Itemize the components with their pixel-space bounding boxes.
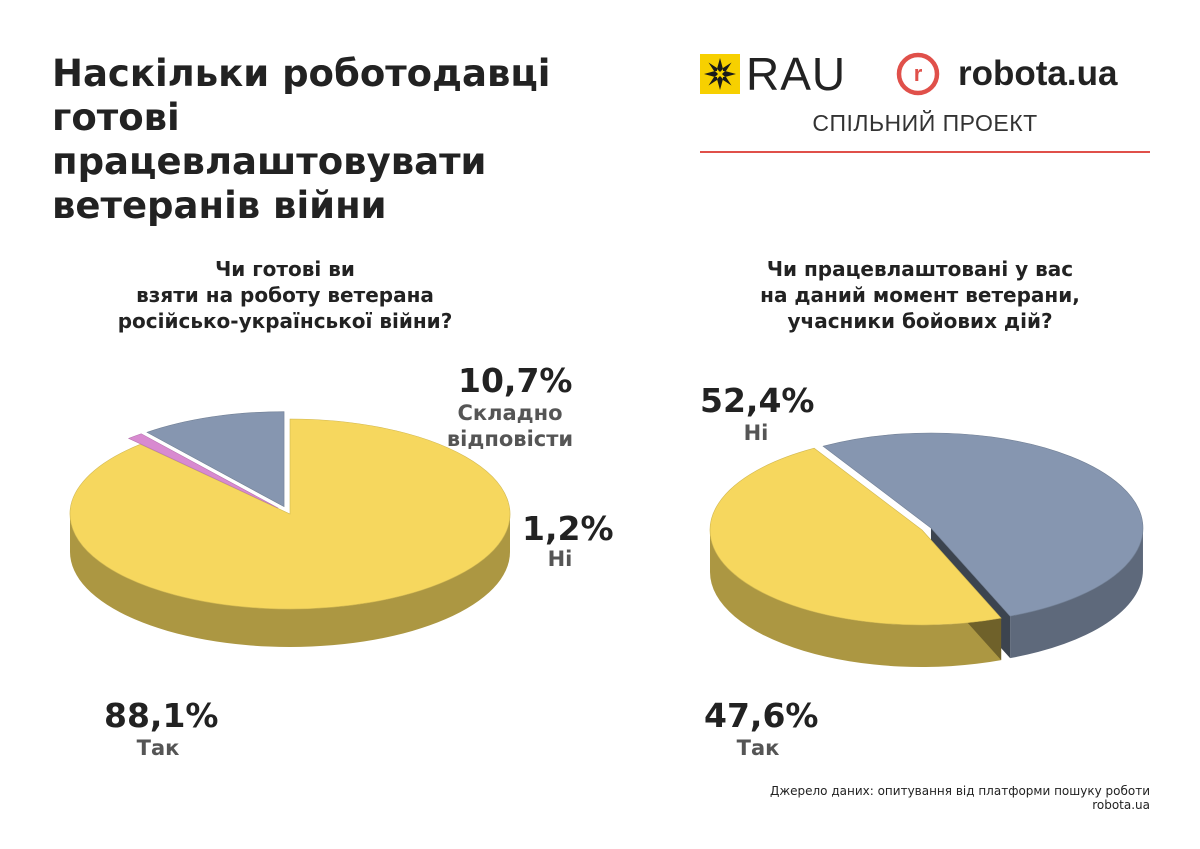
pie1-no-label: Ні: [547, 547, 573, 571]
rau-logo-text: RAU: [746, 48, 847, 100]
pie2-title-line: Чи працевлаштовані у вас: [766, 257, 1074, 281]
pie1-title-line: взяти на роботу ветерана: [136, 283, 434, 307]
pie1-no-value: 1,2%: [522, 509, 614, 548]
pie-slice: [69, 418, 511, 610]
title-line: ветеранів війни: [52, 184, 387, 227]
robota-logo-mark: r: [914, 61, 923, 86]
pie1-hard-value: 10,7%: [458, 361, 573, 400]
pie-slice: [146, 411, 285, 508]
pie2-no-label: Ні: [743, 421, 769, 445]
pie1-title-line: Чи готові ви: [215, 257, 355, 281]
pie-slice-side: [1010, 528, 1143, 659]
page-title: Наскільки роботодавці готові працевлашто…: [52, 52, 612, 228]
partner-logos: RAU r robota.ua СПІЛЬНИЙ ПРОЕКТ: [700, 48, 1150, 158]
pie-slice: [822, 432, 1144, 617]
pie1-hard-label: Складно відповісти: [440, 400, 580, 452]
pie-slice-side: [710, 530, 1002, 667]
pie1-hard-label-line: відповісти: [446, 427, 574, 451]
robota-logo-icon: r: [896, 52, 940, 96]
title-line: готові працевлаштовувати: [52, 96, 487, 183]
pie2-title-line: учасники бойових дій?: [787, 309, 1053, 333]
rau-logo-icon: [700, 54, 740, 94]
pie2-no-value: 52,4%: [700, 381, 815, 420]
pie-slice-side: [70, 514, 510, 647]
pie1-hard-label-line: Складно: [457, 401, 563, 425]
robota-logo-text: robota.ua: [958, 54, 1118, 93]
header-divider: [700, 151, 1150, 153]
pie-chart-2: [709, 432, 1144, 667]
pie1-yes-value: 88,1%: [104, 696, 219, 735]
pie-slice: [127, 433, 279, 509]
joint-project-label: СПІЛЬНИЙ ПРОЕКТ: [812, 110, 1038, 136]
pie2-yes-value: 47,6%: [704, 696, 819, 735]
pie2-title: Чи працевлаштовані у вас на даний момент…: [700, 256, 1140, 334]
pie1-yes-label: Так: [136, 736, 180, 760]
pie-slice: [709, 447, 1002, 626]
pie2-title-line: на даний момент ветерани,: [760, 283, 1080, 307]
source-note: Джерело даних: опитування від платформи …: [769, 784, 1150, 812]
pie-chart-1: [69, 411, 511, 647]
title-line: Наскільки роботодавці: [52, 52, 551, 95]
pie2-yes-label: Так: [736, 736, 780, 760]
pie1-title-line: російсько-української війни?: [117, 309, 453, 333]
pie1-title: Чи готові ви взяти на роботу ветерана ро…: [70, 256, 500, 334]
